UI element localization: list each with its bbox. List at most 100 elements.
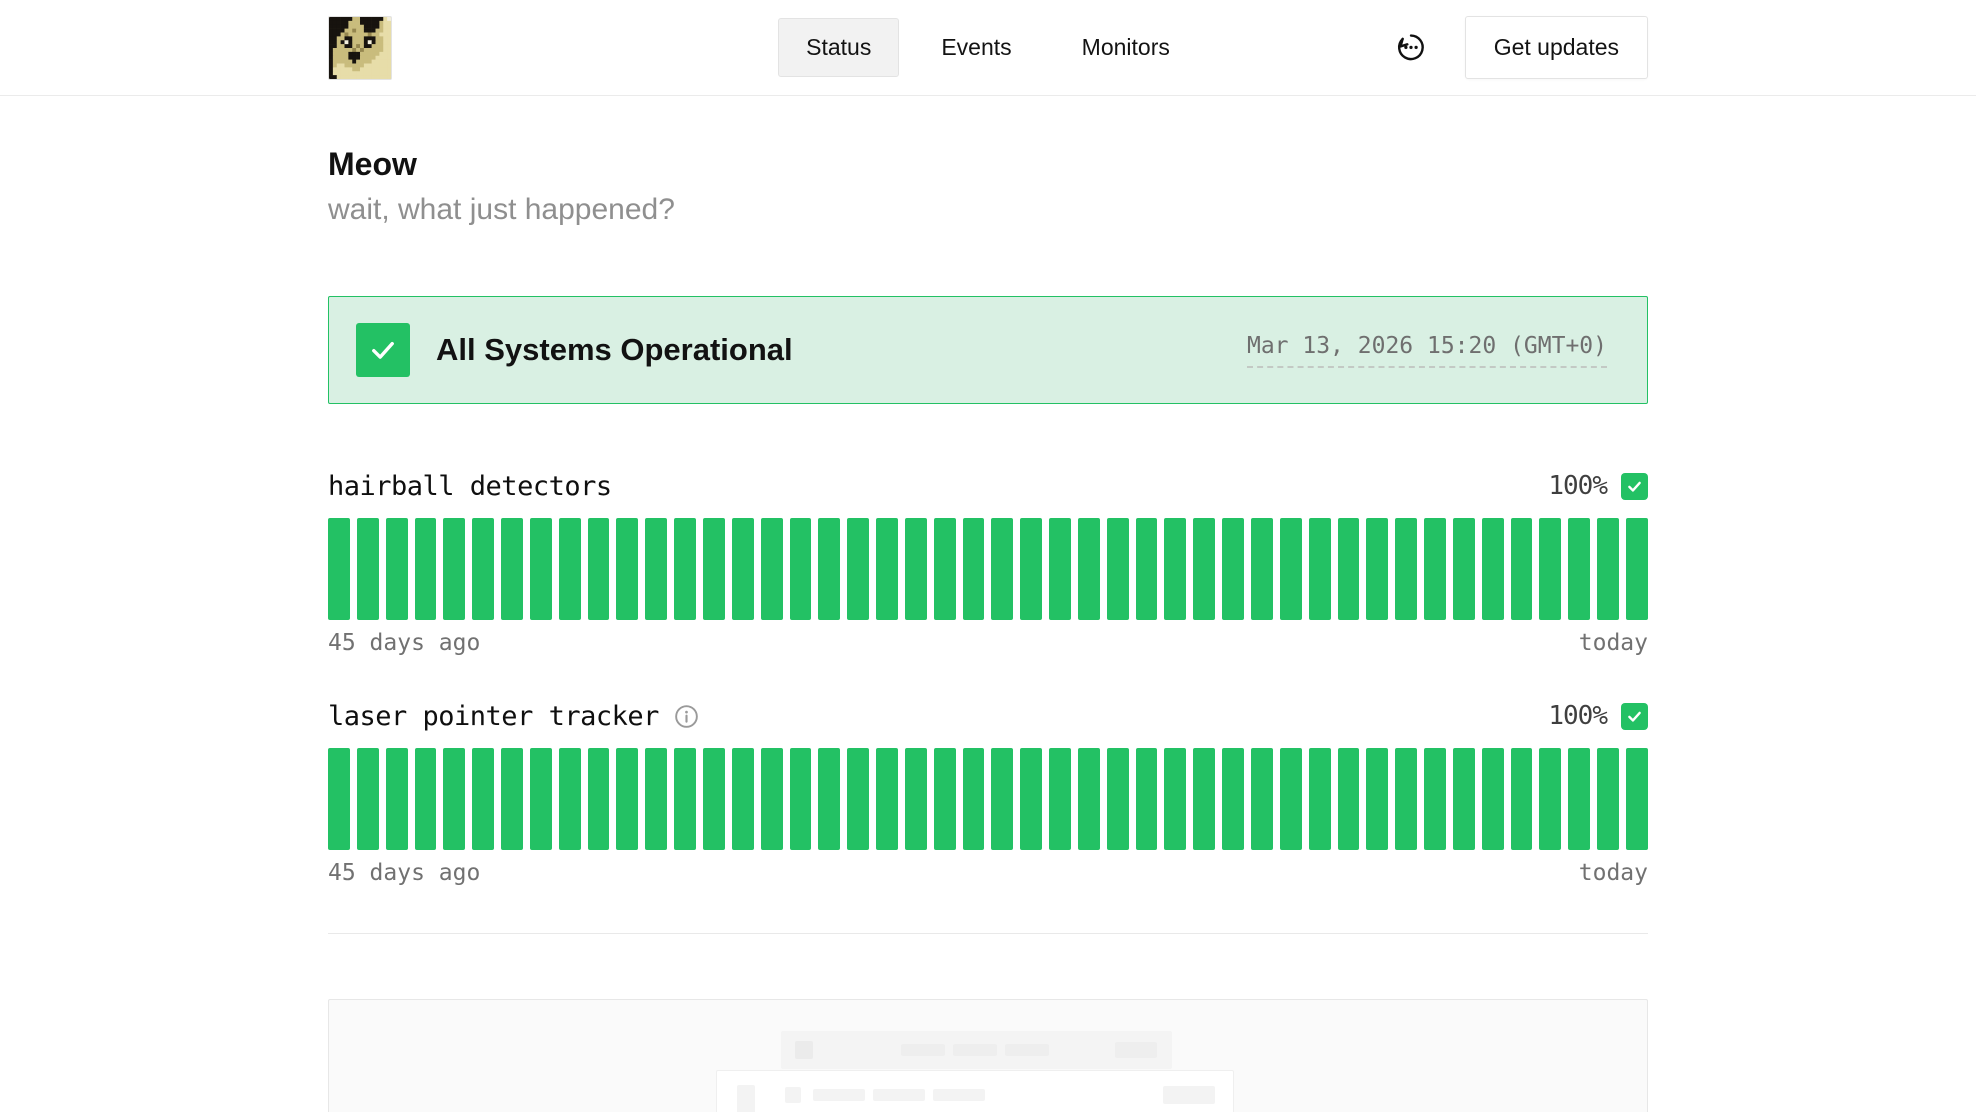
uptime-bar[interactable] [1049,518,1071,621]
uptime-bar[interactable] [645,748,668,851]
uptime-bar[interactable] [472,748,495,851]
uptime-bar[interactable] [674,748,696,851]
uptime-bar[interactable] [1366,748,1389,851]
uptime-bar[interactable] [1452,748,1475,851]
uptime-bar[interactable] [1135,748,1158,851]
uptime-bar[interactable] [529,748,552,851]
uptime-bar[interactable] [1395,518,1418,621]
uptime-bar[interactable] [1337,518,1360,621]
uptime-bar[interactable] [789,518,812,621]
uptime-bar[interactable] [356,518,379,621]
uptime-bar[interactable] [1020,518,1043,621]
get-updates-button[interactable]: Get updates [1464,16,1648,79]
uptime-bar[interactable] [1308,748,1331,851]
uptime-bar[interactable] [1597,748,1619,851]
uptime-bar[interactable] [1568,748,1591,851]
uptime-bar[interactable] [991,518,1014,621]
uptime-bar[interactable] [933,748,956,851]
uptime-bar[interactable] [1337,748,1360,851]
uptime-bar[interactable] [1279,748,1302,851]
uptime-bar[interactable] [1222,518,1244,621]
uptime-bar[interactable] [847,518,870,621]
uptime-bar[interactable] [962,748,985,851]
uptime-bar[interactable] [529,518,552,621]
nav-tab-status[interactable]: Status [778,18,900,77]
uptime-bar[interactable] [1395,748,1418,851]
uptime-bar[interactable] [472,518,495,621]
uptime-bar[interactable] [1452,518,1475,621]
uptime-bar[interactable] [818,518,841,621]
uptime-bar[interactable] [1020,748,1043,851]
uptime-bar[interactable] [1366,518,1389,621]
uptime-bar[interactable] [1481,748,1504,851]
uptime-bar[interactable] [587,518,610,621]
uptime-bar[interactable] [443,518,466,621]
site-logo[interactable] [328,15,392,80]
uptime-bar[interactable] [876,518,898,621]
uptime-bar[interactable] [1625,518,1648,621]
uptime-bar[interactable] [962,518,985,621]
uptime-bar[interactable] [1193,518,1216,621]
uptime-bar[interactable] [674,518,696,621]
uptime-bar[interactable] [789,748,812,851]
uptime-bar[interactable] [1568,518,1591,621]
uptime-bar[interactable] [645,518,668,621]
uptime-bar[interactable] [1251,518,1273,621]
uptime-bar[interactable] [587,748,610,851]
uptime-bar[interactable] [1510,748,1533,851]
uptime-bar[interactable] [1106,748,1129,851]
uptime-bar[interactable] [818,748,841,851]
nav-tab-monitors[interactable]: Monitors [1081,34,1170,60]
uptime-bar[interactable] [328,518,350,621]
uptime-bar[interactable] [1164,748,1187,851]
uptime-bar[interactable] [904,518,927,621]
uptime-bar[interactable] [991,748,1014,851]
uptime-bar[interactable] [1251,748,1273,851]
uptime-bar[interactable] [1510,518,1533,621]
uptime-bar[interactable] [1424,748,1446,851]
info-icon[interactable] [673,703,700,730]
uptime-bar[interactable] [876,748,898,851]
uptime-bar[interactable] [1481,518,1504,621]
uptime-bar[interactable] [702,518,725,621]
uptime-bar[interactable] [1135,518,1158,621]
uptime-bar[interactable] [1625,748,1648,851]
uptime-bar[interactable] [501,748,523,851]
uptime-bar[interactable] [1106,518,1129,621]
uptime-bar[interactable] [1077,518,1100,621]
uptime-bar[interactable] [558,748,581,851]
uptime-bar[interactable] [933,518,956,621]
uptime-bar[interactable] [1193,748,1216,851]
uptime-bar[interactable] [1279,518,1302,621]
uptime-bar[interactable] [731,748,754,851]
uptime-bar[interactable] [501,518,523,621]
uptime-bar[interactable] [1597,518,1619,621]
uptime-bar[interactable] [1539,518,1562,621]
uptime-bar[interactable] [1077,748,1100,851]
uptime-bar[interactable] [443,748,466,851]
uptime-bar[interactable] [702,748,725,851]
uptime-bar[interactable] [1424,518,1446,621]
uptime-bar[interactable] [1222,748,1244,851]
uptime-bar[interactable] [1539,748,1562,851]
uptime-bar[interactable] [356,748,379,851]
uptime-bar[interactable] [904,748,927,851]
uptime-bar[interactable] [731,518,754,621]
uptime-bar[interactable] [1164,518,1187,621]
nav-tab-events[interactable]: Events [941,34,1012,60]
uptime-bar[interactable] [616,748,639,851]
uptime-bar[interactable] [328,748,350,851]
uptime-bar[interactable] [760,748,783,851]
uptime-bar[interactable] [385,518,408,621]
uptime-bar[interactable] [760,518,783,621]
uptime-bar[interactable] [616,518,639,621]
uptime-bar[interactable] [414,748,437,851]
feedback-button[interactable] [1393,30,1429,66]
uptime-bar[interactable] [414,518,437,621]
uptime-bar[interactable] [385,748,408,851]
uptime-bar[interactable] [558,518,581,621]
uptime-bar[interactable] [1308,518,1331,621]
uptime-bar[interactable] [847,748,870,851]
uptime-bar[interactable] [1049,748,1071,851]
status-timestamp[interactable]: Mar 13, 2026 15:20 (GMT+0) [1246,333,1607,368]
